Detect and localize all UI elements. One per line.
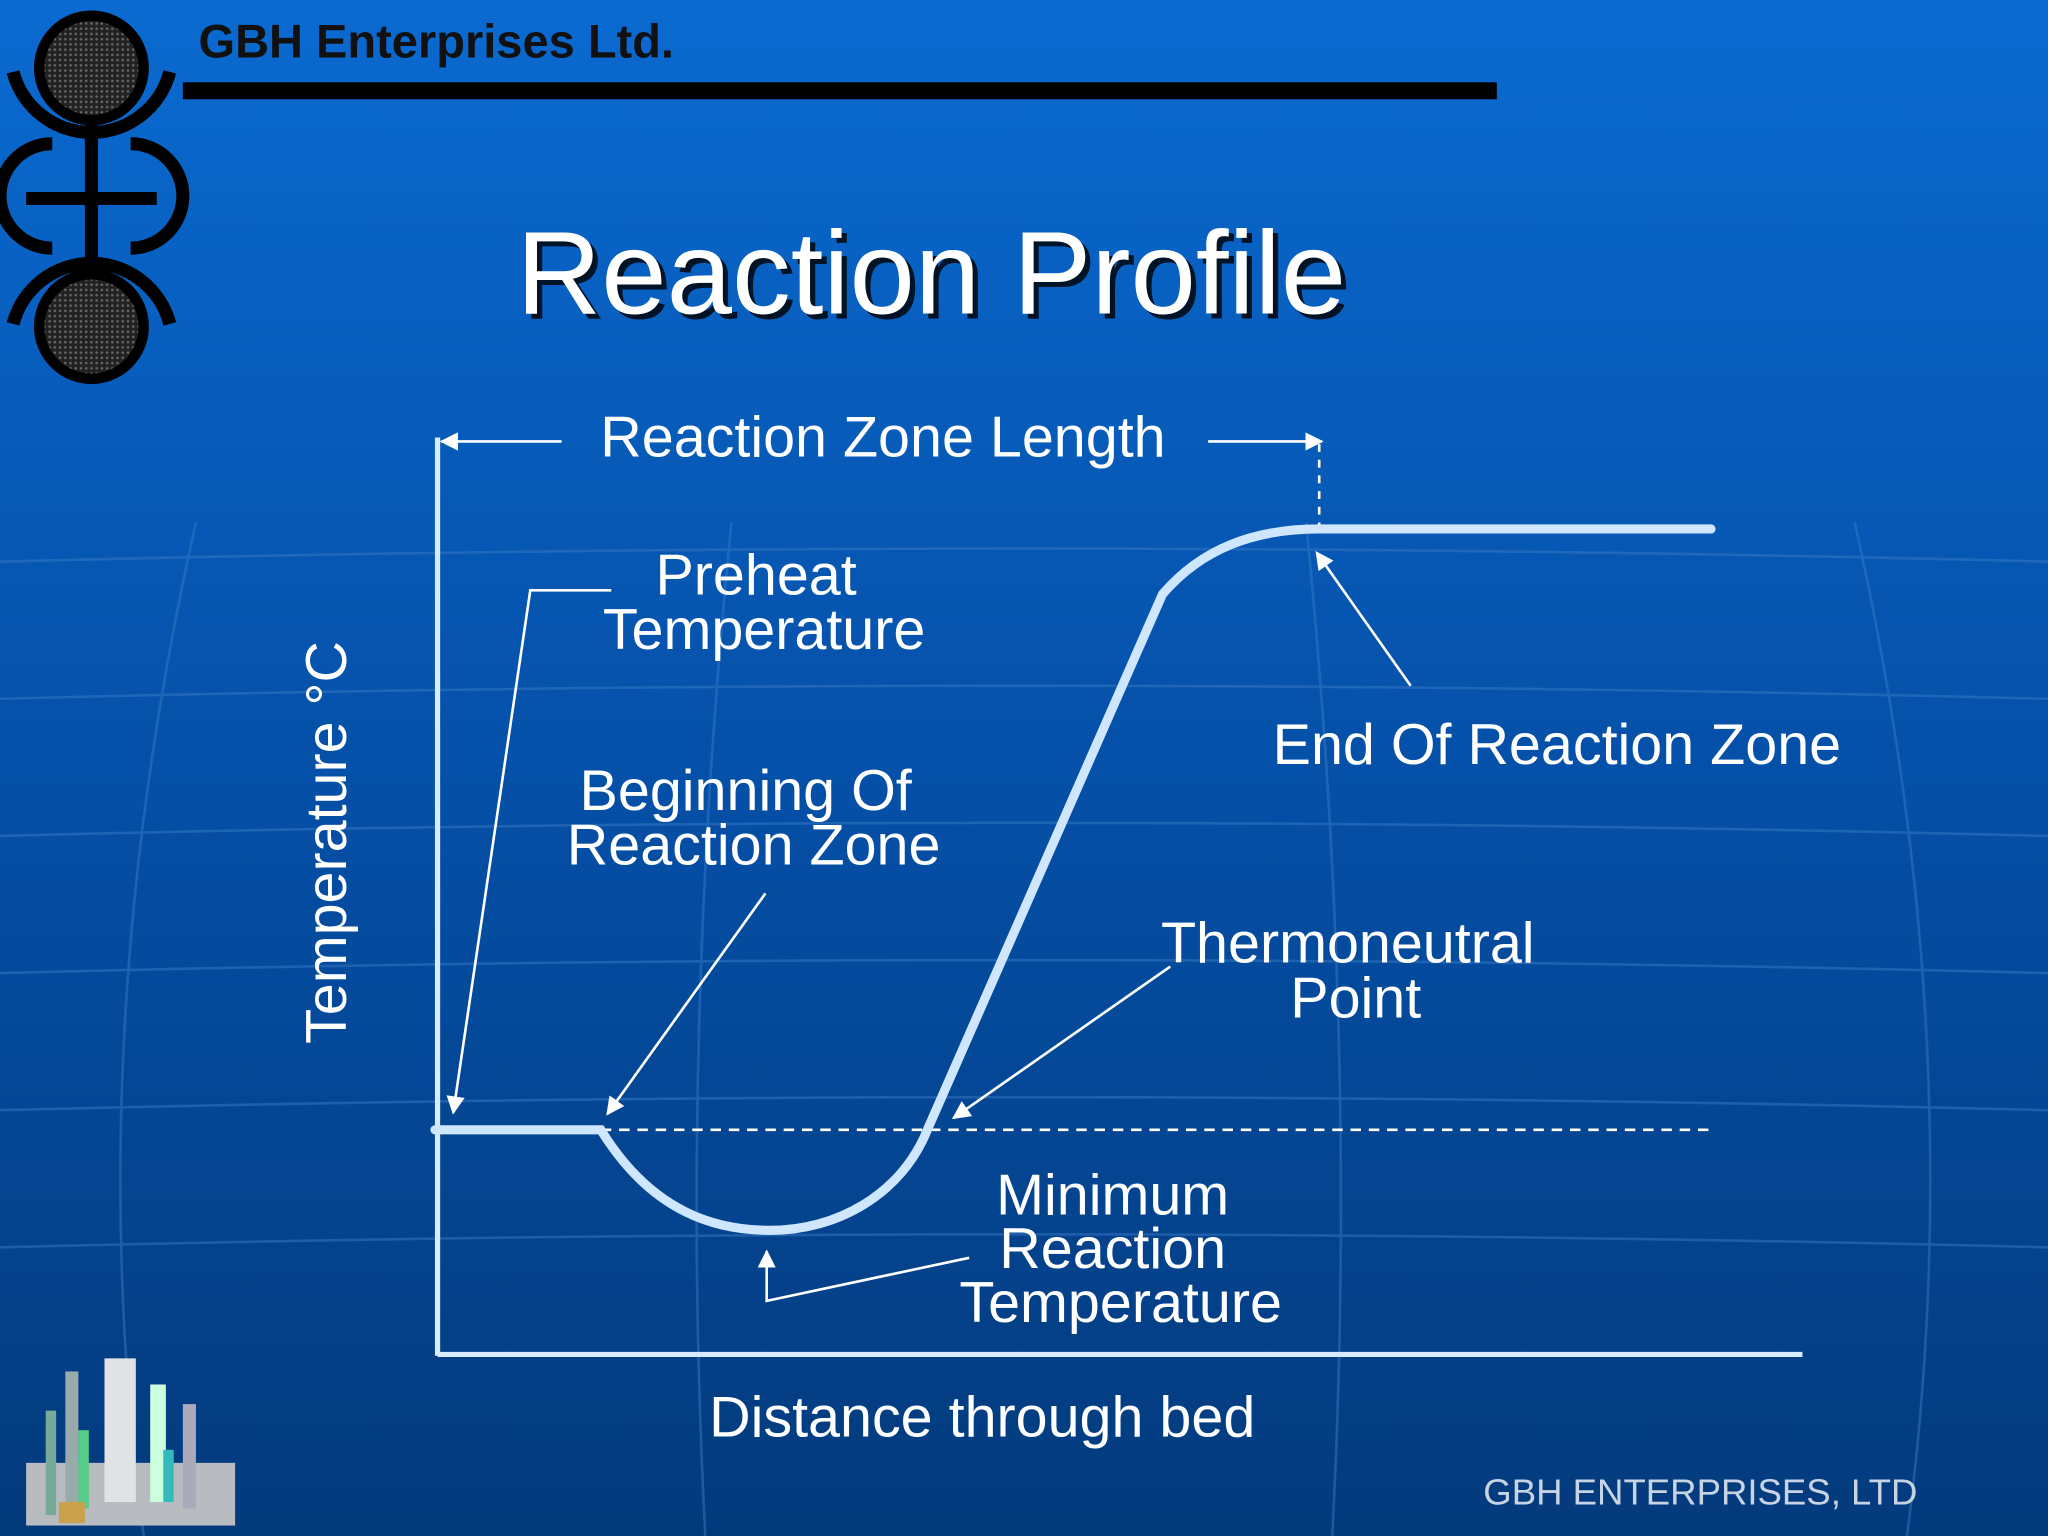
- header-rule: [182, 82, 1497, 100]
- y-axis-label: Temperature °C: [295, 641, 359, 1044]
- annotation-arrow: [1315, 550, 1412, 687]
- span-label: Reaction Zone Length: [600, 406, 1165, 470]
- x-axis-label: Distance through bed: [709, 1386, 1255, 1450]
- background-grid: [0, 522, 2048, 1536]
- text-line: Temperature: [603, 598, 926, 662]
- text-line: Thermoneutral: [1161, 912, 1535, 976]
- annotation-arrow: [757, 1249, 970, 1303]
- text-line: Point: [1290, 966, 1421, 1030]
- text-line: Preheat: [655, 543, 856, 607]
- annotation-arrow: [951, 965, 1172, 1120]
- annotation: Beginning Of Reaction Zone: [567, 759, 941, 878]
- annotation: Thermoneutral Point: [1161, 912, 1551, 1031]
- text-line: Temperature: [959, 1271, 1282, 1335]
- footer: GBH ENTERPRISES, LTD: [1483, 1472, 1917, 1513]
- annotation: End Of Reaction Zone: [1273, 713, 1841, 777]
- title-shadow: Reaction Profile: [522, 213, 1352, 344]
- text-line: Reaction Zone: [567, 814, 941, 878]
- text-line: Minimum: [996, 1164, 1229, 1228]
- company-name: GBH Enterprises Ltd.: [199, 14, 674, 67]
- text-line: Reaction: [999, 1217, 1226, 1281]
- text-line: Beginning Of: [580, 759, 913, 823]
- logo: [0, 10, 190, 384]
- annotation: Preheat Temperature: [603, 543, 926, 662]
- profile-curve: [430, 524, 1716, 1235]
- annotation-arrow: [446, 589, 612, 1115]
- annotation-arrow: [606, 892, 767, 1116]
- factory-icon: [26, 1358, 236, 1526]
- title: Reaction Profile: [516, 207, 1346, 338]
- annotation: Minimum Reaction Temperature: [959, 1164, 1282, 1335]
